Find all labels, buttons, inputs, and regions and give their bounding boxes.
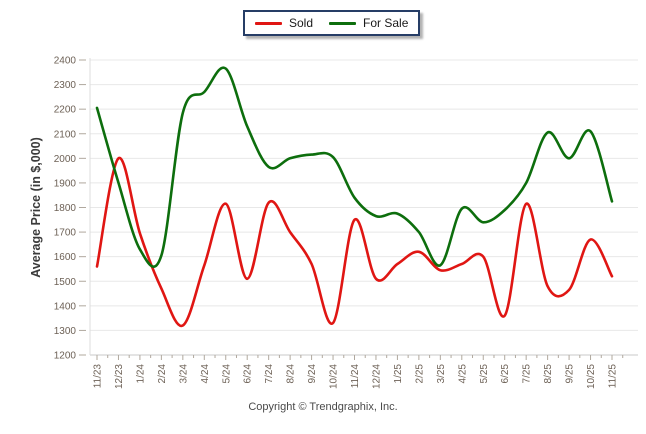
y-tick-label: 2200	[54, 105, 77, 116]
x-tick-label: 10/24	[329, 364, 340, 389]
x-tick-label: 5/25	[479, 364, 490, 384]
for-sale-line-swatch	[329, 21, 357, 25]
y-tick-label: 1300	[54, 326, 77, 337]
sold-line	[95, 156, 614, 327]
y-tick-label: 2400	[54, 56, 77, 67]
y-tick-label: 1200	[54, 351, 77, 362]
x-tick-label: 1/25	[393, 364, 404, 384]
y-tick-label: 2100	[54, 129, 77, 140]
y-tick-label: 1900	[54, 178, 77, 189]
copyright-text: Copyright © Trendgraphix, Inc.	[248, 401, 398, 413]
sold-line-swatch	[255, 21, 282, 25]
x-tick-label: 11/25	[608, 364, 619, 389]
x-tick-label: 4/25	[457, 364, 468, 384]
legend-label-sold: Sold	[289, 16, 314, 30]
x-tick-label: 6/25	[500, 364, 511, 384]
legend-label-for-sale: For Sale	[363, 16, 409, 30]
x-tick-label: 9/25	[565, 364, 576, 384]
x-tick-label: 2/25	[414, 364, 425, 384]
x-tick-label: 6/24	[243, 364, 254, 384]
legend-item-sold[interactable]: Sold	[255, 17, 313, 29]
x-tick-label: 1/24	[135, 364, 146, 384]
y-tick-label: 1500	[54, 277, 77, 288]
y-tick-label: 1700	[54, 228, 77, 239]
x-tick-label: 11/24	[350, 364, 361, 389]
y-tick-label: 2300	[54, 80, 77, 91]
y-tick-label: 1800	[54, 203, 77, 214]
y-tick-label: 1400	[54, 301, 77, 312]
y-tick-label: 1600	[54, 252, 77, 263]
x-tick-label: 3/24	[178, 364, 189, 384]
x-tick-label: 7/24	[264, 364, 275, 384]
x-tick-label: 4/24	[200, 364, 211, 384]
x-tick-label: 7/25	[522, 364, 533, 384]
y-axis-title: Average Price (in $,000)	[29, 137, 43, 278]
x-tick-label: 2/24	[157, 364, 168, 384]
x-tick-label: 10/25	[586, 364, 597, 389]
y-tick-label: 2000	[54, 154, 77, 165]
x-tick-label: 8/24	[286, 364, 297, 384]
x-tick-label: 8/25	[543, 364, 554, 384]
x-tick-label: 12/24	[371, 364, 382, 389]
x-tick-label: 11/23	[93, 364, 104, 389]
chart-legend: Sold For Sale	[243, 10, 421, 36]
x-tick-label: 5/24	[221, 364, 232, 384]
x-tick-label: 12/23	[114, 364, 125, 389]
x-tick-label: 3/25	[436, 364, 447, 384]
for-sale-line	[95, 66, 614, 268]
legend-item-for-sale[interactable]: For Sale	[329, 17, 408, 29]
x-tick-label: 9/24	[307, 364, 318, 384]
